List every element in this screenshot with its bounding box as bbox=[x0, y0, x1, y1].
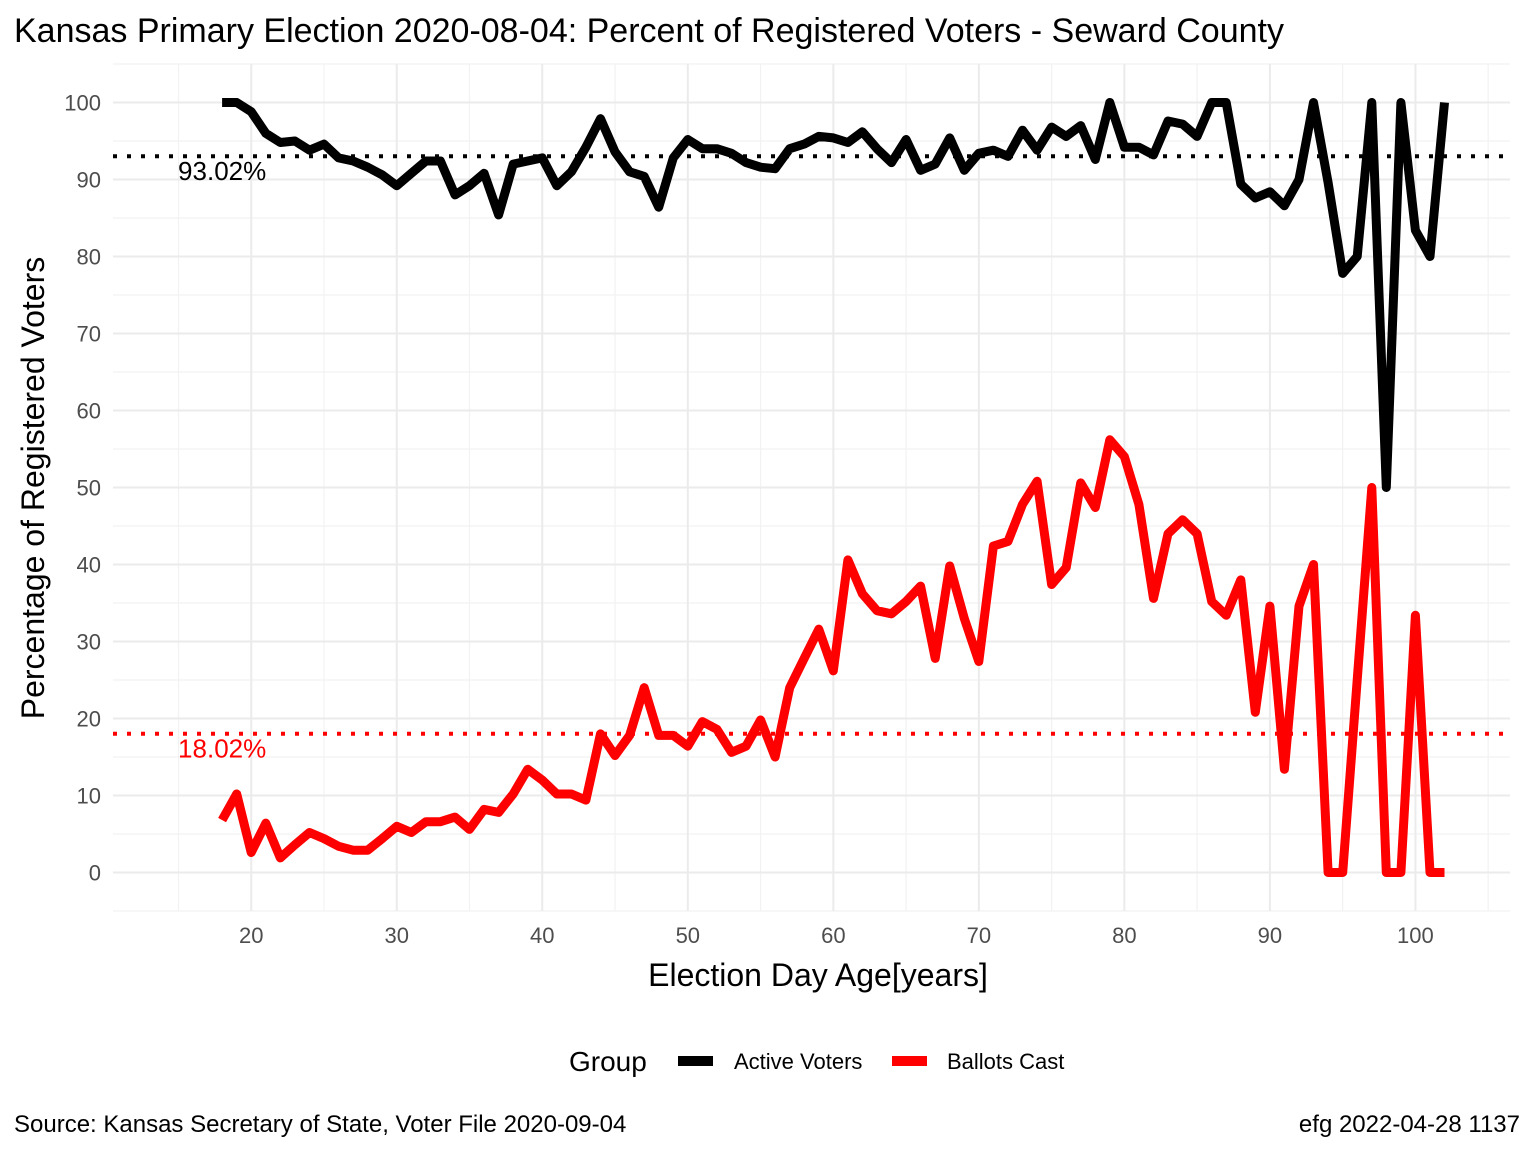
caption-timestamp: efg 2022-04-28 1137 bbox=[1299, 1111, 1520, 1138]
x-tick-label: 90 bbox=[1258, 923, 1282, 948]
y-tick-label: 20 bbox=[77, 707, 101, 732]
y-axis-title: Percentage of Registered Voters bbox=[15, 257, 51, 720]
reference-line-label: 93.02% bbox=[178, 156, 266, 186]
y-tick-label: 70 bbox=[77, 322, 101, 347]
series-lines bbox=[218, 98, 1449, 877]
legend-title: Group bbox=[569, 1046, 647, 1077]
reference-line-label: 18.02% bbox=[178, 734, 266, 764]
x-tick-label: 70 bbox=[967, 923, 991, 948]
y-tick-label: 80 bbox=[77, 245, 101, 270]
x-tick-label: 40 bbox=[530, 923, 554, 948]
x-tick-label: 20 bbox=[239, 923, 263, 948]
y-tick-label: 100 bbox=[64, 91, 101, 116]
axis-tick-labels: 20 30 40 50 60 70 80 90 100 0 10 20 30 40 50 60 70 80 90 10… bbox=[64, 91, 1433, 949]
x-tick-label: 50 bbox=[676, 923, 700, 948]
legend-label-active-voters: Active Voters bbox=[734, 1049, 862, 1074]
legend: Group Active Voters Ballots Cast bbox=[569, 1046, 1064, 1077]
y-tick-label: 60 bbox=[77, 399, 101, 424]
x-tick-label: 80 bbox=[1112, 923, 1136, 948]
x-tick-label: 100 bbox=[1397, 923, 1434, 948]
x-tick-label: 60 bbox=[821, 923, 845, 948]
y-tick-label: 0 bbox=[89, 861, 101, 886]
legend-label-ballots-cast: Ballots Cast bbox=[947, 1049, 1064, 1074]
y-tick-label: 90 bbox=[77, 168, 101, 193]
series-line-active-voters bbox=[222, 98, 1449, 492]
grid bbox=[113, 63, 1510, 912]
y-tick-label: 30 bbox=[77, 630, 101, 655]
y-tick-label: 40 bbox=[77, 553, 101, 578]
y-tick-label: 10 bbox=[77, 784, 101, 809]
y-tick-label: 50 bbox=[77, 476, 101, 501]
caption-source: Source: Kansas Secretary of State, Voter… bbox=[14, 1111, 626, 1138]
x-axis-title: Election Day Age[years] bbox=[648, 957, 988, 993]
reference-lines: 93.02% 18.02% bbox=[113, 154, 1510, 764]
x-tick-label: 30 bbox=[385, 923, 409, 948]
chart-title: Kansas Primary Election 2020-08-04: Perc… bbox=[14, 12, 1284, 50]
series-line-ballots-cast bbox=[218, 435, 1445, 877]
